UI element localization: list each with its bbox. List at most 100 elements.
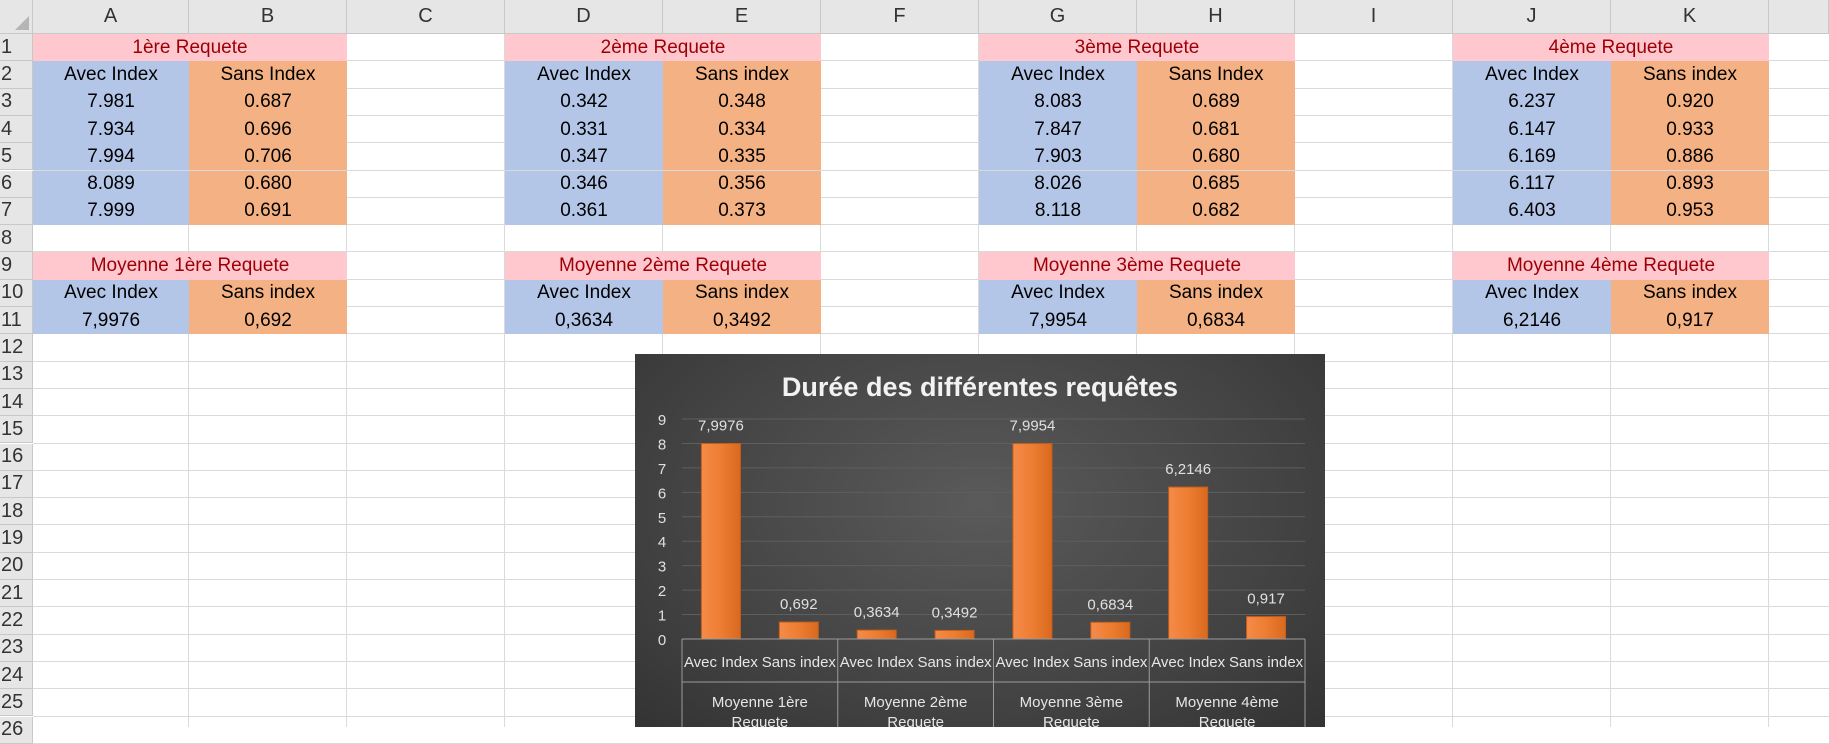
row-header-9[interactable]: 9 xyxy=(0,252,33,280)
value-sans-index[interactable]: 0.886 xyxy=(1611,143,1769,171)
column-header-h[interactable]: H xyxy=(1137,0,1295,34)
average-title[interactable]: Moyenne 3ème Requete xyxy=(979,252,1295,280)
row-header-6[interactable]: 6 xyxy=(0,170,33,198)
value-sans-index[interactable]: 0.687 xyxy=(189,88,347,116)
value-sans-index[interactable]: 0.334 xyxy=(663,115,821,144)
header-sans-index[interactable]: Sans index xyxy=(663,61,821,89)
row-header-12[interactable]: 12 xyxy=(0,334,33,362)
avg-header-avec-index[interactable]: Avec Index xyxy=(979,279,1137,307)
row-header-2[interactable]: 2 xyxy=(0,61,33,89)
header-sans-index[interactable]: Sans index xyxy=(1611,61,1769,89)
value-avec-index[interactable]: 6.147 xyxy=(1453,115,1611,144)
avg-value-sans-index[interactable]: 0,692 xyxy=(189,307,347,335)
avg-value-avec-index[interactable]: 7,9976 xyxy=(33,307,189,335)
value-sans-index[interactable]: 0.953 xyxy=(1611,197,1769,226)
value-avec-index[interactable]: 6.169 xyxy=(1453,143,1611,171)
column-header-b[interactable]: B xyxy=(189,0,347,34)
row-header-26[interactable]: 26 xyxy=(0,716,33,744)
row-header-19[interactable]: 19 xyxy=(0,525,33,553)
avg-value-avec-index[interactable]: 6,2146 xyxy=(1453,307,1611,335)
avg-value-sans-index[interactable]: 0,917 xyxy=(1611,307,1769,335)
avg-value-avec-index[interactable]: 0,3634 xyxy=(505,307,663,335)
header-avec-index[interactable]: Avec Index xyxy=(979,61,1137,89)
value-sans-index[interactable]: 0.893 xyxy=(1611,170,1769,198)
row-header-16[interactable]: 16 xyxy=(0,443,33,471)
average-title[interactable]: Moyenne 2ème Requete xyxy=(505,252,821,280)
row-header-3[interactable]: 3 xyxy=(0,88,33,116)
table-title[interactable]: 4ème Requete xyxy=(1453,34,1769,62)
column-header-i[interactable]: I xyxy=(1295,0,1453,34)
average-title[interactable]: Moyenne 4ème Requete xyxy=(1453,252,1769,280)
value-avec-index[interactable]: 8.118 xyxy=(979,197,1137,226)
header-sans-index[interactable]: Sans Index xyxy=(189,61,347,89)
row-header-8[interactable]: 8 xyxy=(0,225,33,253)
row-header-15[interactable]: 15 xyxy=(0,416,33,444)
row-header-11[interactable]: 11 xyxy=(0,307,33,335)
row-header-14[interactable]: 14 xyxy=(0,388,33,417)
value-avec-index[interactable]: 7.981 xyxy=(33,88,189,116)
value-sans-index[interactable]: 0.356 xyxy=(663,170,821,198)
column-header-k[interactable]: K xyxy=(1611,0,1769,34)
value-sans-index[interactable]: 0.348 xyxy=(663,88,821,116)
avg-header-avec-index[interactable]: Avec Index xyxy=(505,279,663,307)
value-avec-index[interactable]: 6.117 xyxy=(1453,170,1611,198)
column-header-e[interactable]: E xyxy=(663,0,821,34)
row-header-25[interactable]: 25 xyxy=(0,689,33,717)
row-header-17[interactable]: 17 xyxy=(0,470,33,499)
column-header-c[interactable]: C xyxy=(347,0,505,34)
row-header-13[interactable]: 13 xyxy=(0,361,33,389)
value-sans-index[interactable]: 0.696 xyxy=(189,115,347,144)
value-sans-index[interactable]: 0.706 xyxy=(189,143,347,171)
avg-header-sans-index[interactable]: Sans index xyxy=(1137,279,1295,307)
header-avec-index[interactable]: Avec Index xyxy=(1453,61,1611,89)
value-avec-index[interactable]: 8.089 xyxy=(33,170,189,198)
value-sans-index[interactable]: 0.920 xyxy=(1611,88,1769,116)
avg-value-avec-index[interactable]: 7,9954 xyxy=(979,307,1137,335)
value-sans-index[interactable]: 0.680 xyxy=(189,170,347,198)
avg-header-avec-index[interactable]: Avec Index xyxy=(1453,279,1611,307)
row-header-1[interactable]: 1 xyxy=(0,34,33,62)
value-avec-index[interactable]: 6.403 xyxy=(1453,197,1611,226)
value-avec-index[interactable]: 7.994 xyxy=(33,143,189,171)
value-avec-index[interactable]: 7.903 xyxy=(979,143,1137,171)
value-sans-index[interactable]: 0.682 xyxy=(1137,197,1295,226)
value-sans-index[interactable]: 0.680 xyxy=(1137,143,1295,171)
column-header-d[interactable]: D xyxy=(505,0,663,34)
value-avec-index[interactable]: 0.346 xyxy=(505,170,663,198)
value-sans-index[interactable]: 0.689 xyxy=(1137,88,1295,116)
select-all-corner[interactable] xyxy=(0,0,33,34)
avg-header-sans-index[interactable]: Sans index xyxy=(1611,279,1769,307)
column-header-j[interactable]: J xyxy=(1453,0,1611,34)
row-header-7[interactable]: 7 xyxy=(0,197,33,226)
avg-header-sans-index[interactable]: Sans index xyxy=(663,279,821,307)
header-sans-index[interactable]: Sans Index xyxy=(1137,61,1295,89)
value-avec-index[interactable]: 7.999 xyxy=(33,197,189,226)
row-header-21[interactable]: 21 xyxy=(0,580,33,608)
value-avec-index[interactable]: 6.237 xyxy=(1453,88,1611,116)
avg-header-avec-index[interactable]: Avec Index xyxy=(33,279,189,307)
table-title[interactable]: 2ème Requete xyxy=(505,34,821,62)
header-avec-index[interactable]: Avec Index xyxy=(505,61,663,89)
row-header-20[interactable]: 20 xyxy=(0,552,33,580)
column-header-f[interactable]: F xyxy=(821,0,979,34)
column-header-g[interactable]: G xyxy=(979,0,1137,34)
bar-chart[interactable]: Durée des différentes requêtes 0 1 2 3 4 5 6 7 8 9… xyxy=(635,354,1325,727)
table-title[interactable]: 1ère Requete xyxy=(33,34,347,62)
avg-value-sans-index[interactable]: 0,3492 xyxy=(663,307,821,335)
value-avec-index[interactable]: 7.934 xyxy=(33,115,189,144)
value-avec-index[interactable]: 0.347 xyxy=(505,143,663,171)
value-avec-index[interactable]: 0.342 xyxy=(505,88,663,116)
value-sans-index[interactable]: 0.681 xyxy=(1137,115,1295,144)
average-title[interactable]: Moyenne 1ère Requete xyxy=(33,252,347,280)
value-avec-index[interactable]: 8.083 xyxy=(979,88,1137,116)
value-sans-index[interactable]: 0.933 xyxy=(1611,115,1769,144)
value-sans-index[interactable]: 0.373 xyxy=(663,197,821,226)
value-avec-index[interactable]: 0.361 xyxy=(505,197,663,226)
row-header-10[interactable]: 10 xyxy=(0,279,33,307)
header-avec-index[interactable]: Avec Index xyxy=(33,61,189,89)
row-header-22[interactable]: 22 xyxy=(0,607,33,635)
avg-header-sans-index[interactable]: Sans index xyxy=(189,279,347,307)
value-avec-index[interactable]: 7.847 xyxy=(979,115,1137,144)
row-header-4[interactable]: 4 xyxy=(0,115,33,144)
